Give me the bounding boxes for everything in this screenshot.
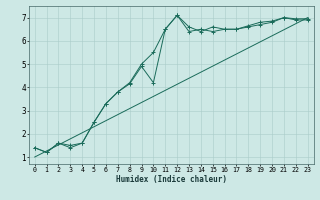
X-axis label: Humidex (Indice chaleur): Humidex (Indice chaleur) <box>116 175 227 184</box>
